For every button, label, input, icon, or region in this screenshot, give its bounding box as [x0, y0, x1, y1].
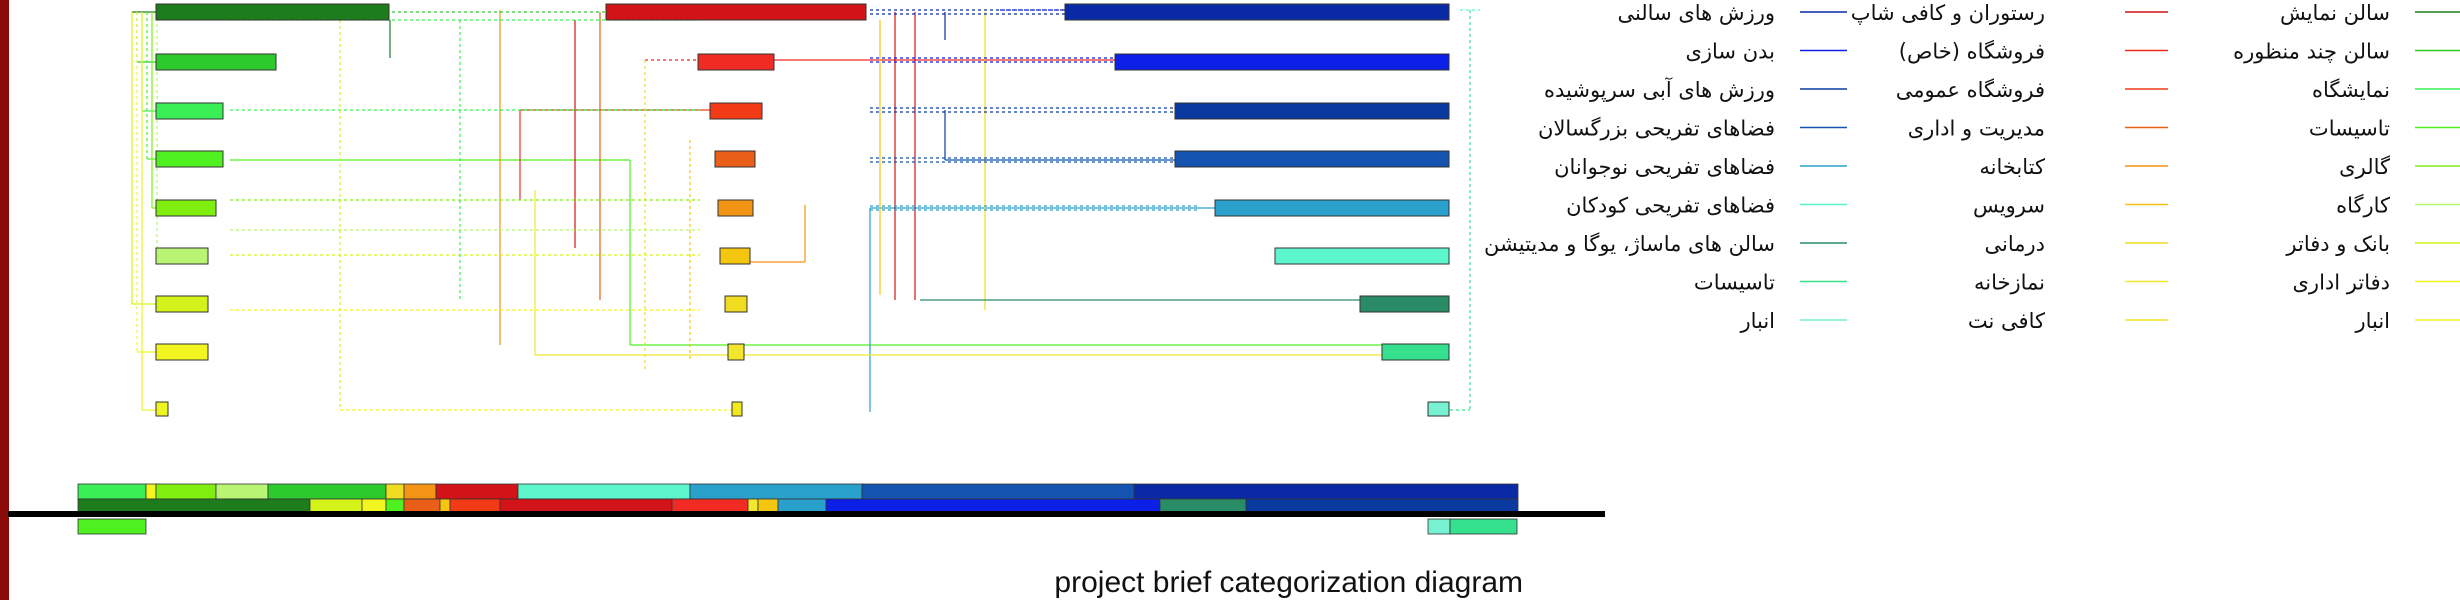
stack-top-segment	[145, 483, 157, 500]
legend-label: گالری	[2339, 155, 2390, 179]
legend-label: بدن سازی	[1685, 40, 1775, 64]
stack-top-segment	[155, 483, 217, 500]
stack-bottom-segment	[825, 498, 1161, 513]
legend-label: سرویس	[1973, 194, 2045, 218]
stack-below-segment	[77, 518, 147, 535]
legend-label: سالن نمایش	[2280, 1, 2390, 25]
stack-top-segment	[215, 483, 269, 500]
legend-label: انبار	[2354, 309, 2390, 333]
stack-top-segment	[403, 483, 437, 500]
legend-label: فضاهای تفریحی نوجوانان	[1554, 155, 1775, 179]
stack-top-segment	[689, 483, 863, 500]
green-box-3	[155, 102, 224, 120]
green-box-5	[155, 199, 217, 217]
stack-bottom-segment	[1245, 498, 1519, 513]
green-box-7	[155, 295, 209, 313]
red-box-5	[717, 199, 754, 217]
stacked-summary-bar	[8, 483, 1605, 535]
green-box-9	[155, 401, 169, 417]
legend-label: مدیریت و اداری	[1908, 117, 2045, 141]
legend-label: کتابخانه	[1979, 155, 2045, 179]
red-box-8	[727, 343, 745, 361]
green-box-2	[155, 53, 277, 71]
red-box-4	[714, 150, 756, 168]
stack-bottom-segment	[499, 498, 673, 513]
legend-label: کارگاه	[2336, 194, 2390, 218]
stack-bottom-segment	[403, 498, 441, 513]
stack-top-segment	[517, 483, 691, 500]
stack-below-segment	[1449, 518, 1518, 535]
blue-box-6	[1274, 247, 1450, 265]
diagram-caption: project brief categorization diagram	[1054, 566, 1523, 599]
blue-box-1	[1064, 3, 1450, 21]
stack-bottom-segment	[77, 498, 311, 513]
green-box-6	[155, 247, 209, 265]
stack-bottom-segment	[747, 498, 759, 513]
red-box-3	[709, 102, 763, 120]
connector-lines	[131, 9, 1480, 412]
legend-label: نمایشگاه	[2312, 78, 2390, 102]
stack-top-segment	[77, 483, 147, 500]
stack-top-segment	[861, 483, 1135, 500]
stack-top-segment	[435, 483, 519, 500]
legend-label: کافی نت	[1968, 309, 2045, 333]
stack-top-segment	[1133, 483, 1519, 500]
stack-bottom-segment	[757, 498, 779, 513]
stack-bottom-segment	[777, 498, 827, 513]
blue-box-8	[1381, 343, 1450, 361]
stack-below-segment	[1427, 518, 1451, 535]
red-box-9	[731, 401, 743, 417]
legend-label: فضاهای تفریحی کودکان	[1566, 194, 1775, 218]
green-box-8	[155, 343, 209, 361]
stack-top-segment	[267, 483, 387, 500]
green-box-1	[155, 3, 390, 21]
stack-bottom-segment	[671, 498, 749, 513]
stack-bottom-segment	[361, 498, 387, 513]
blue-box-7	[1359, 295, 1450, 313]
legend-label: فروشگاه (خاص)	[1899, 40, 2045, 64]
legend-label: تاسیسات	[2309, 117, 2390, 141]
red-box-6	[719, 247, 751, 265]
legend-label: دفاتر اداری	[2293, 271, 2391, 295]
blue-box-4	[1174, 150, 1450, 168]
stack-bottom-segment	[309, 498, 363, 513]
legend-label: ورزش های آبی سرپوشیده	[1544, 77, 1775, 102]
blue-box-2	[1114, 53, 1450, 71]
legend-label: رستوران و کافی شاپ	[1851, 1, 2045, 25]
legend-label: بانک و دفاتر	[2285, 232, 2390, 256]
legend-label: تاسیسات	[1694, 271, 1775, 295]
legend: سالن نمایش سالن چند منظوره نمایشگاه تاسیسات…	[1484, 1, 2460, 333]
stack-bottom-segment	[1159, 498, 1247, 513]
red-box-2	[697, 53, 775, 71]
blue-box-3	[1174, 102, 1450, 120]
legend-label: فروشگاه عمومی	[1896, 78, 2045, 102]
legend-label: نمازخانه	[1974, 271, 2045, 295]
category-boxes	[155, 3, 1450, 417]
left-frame-bar	[0, 0, 9, 600]
red-box-1	[605, 3, 867, 21]
legend-label: سالن چند منظوره	[2233, 40, 2390, 64]
green-box-4	[155, 150, 224, 168]
blue-box-5	[1214, 199, 1450, 217]
legend-label: فضاهای تفریحی بزرگسالان	[1538, 117, 1775, 141]
legend-label: ورزش های سالنی	[1617, 1, 1775, 25]
legend-label: درمانی	[1985, 232, 2046, 256]
blue-box-9	[1427, 401, 1450, 417]
legend-label: سالن های ماساژ، یوگا و مدیتیشن	[1484, 232, 1775, 256]
red-box-7	[724, 295, 748, 313]
legend-label: انبار	[1739, 309, 1775, 333]
stack-bottom-segment	[449, 498, 501, 513]
stack-bottom-segment	[439, 498, 451, 513]
stack-bottom-segment	[385, 498, 405, 513]
stack-top-segment	[385, 483, 405, 500]
